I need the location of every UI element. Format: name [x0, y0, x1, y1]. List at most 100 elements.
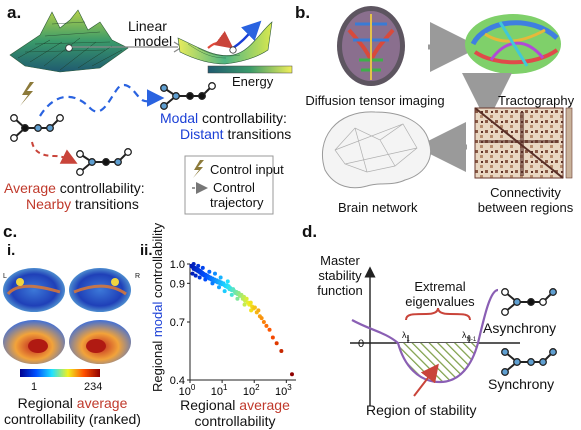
- network-icon-asynchrony: [501, 288, 557, 316]
- synchrony-label: Synchrony: [488, 376, 555, 392]
- network-icon-average: [76, 148, 132, 176]
- rank-colorbar: [20, 369, 100, 377]
- panel-label-c: c.: [3, 222, 18, 241]
- scatter-xlabel-line-1: Regional average: [170, 398, 300, 412]
- connectivity-label-1: Connectivity: [490, 185, 561, 200]
- scatter-point: [207, 269, 212, 274]
- lambda-n-sub: N-1: [466, 336, 477, 343]
- medial-brain-left: [3, 320, 65, 364]
- scatter-point: [252, 305, 257, 310]
- msf-curve: [351, 288, 499, 384]
- scatter-point: [222, 289, 227, 294]
- brain-network-image: [321, 111, 431, 189]
- ylabel-modal: modal: [150, 301, 165, 338]
- x-tick-label: 103: [275, 383, 292, 396]
- colorbar-min-label: 1: [31, 381, 38, 393]
- panel-b-graphic: [321, 6, 573, 189]
- lambda-1-label: λ1: [402, 328, 410, 347]
- network-icon-synchrony: [501, 348, 557, 376]
- scatter-point: [191, 262, 196, 266]
- extremal-label-2: eigenvalues: [405, 294, 475, 309]
- lambda-n-label: λN-1: [462, 328, 476, 347]
- nearby-rest: transitions: [71, 196, 139, 212]
- modal-rest: controllability:: [198, 110, 287, 126]
- scatter-point: [289, 372, 294, 377]
- scatter-plot: 1.00.90.70.4 100 101 102 103: [170, 259, 296, 396]
- panel-label-c-i: i.: [7, 242, 16, 259]
- legend-bolt-icon: [193, 160, 204, 178]
- legend-trajectory-line-1: Control: [213, 180, 255, 195]
- ylabel-pre: Regional: [150, 337, 165, 392]
- scatter-point: [200, 265, 205, 270]
- xlabel-pre: Regional: [180, 397, 240, 413]
- scatter-point: [244, 296, 249, 301]
- y-tick-label: 1.0: [170, 259, 185, 271]
- tractography-label: Tractography: [498, 93, 575, 108]
- linear-model-label-1: Linear: [128, 18, 167, 34]
- scatter-point: [270, 335, 275, 340]
- modal-caption-line-1: Modal controllability:: [160, 110, 287, 126]
- lambda-n-symbol: λ: [462, 330, 467, 340]
- average-caption-line-1: Average controllability:: [4, 180, 145, 196]
- scatter-point: [248, 300, 253, 305]
- legend-trajectory-line-2: trajectory: [210, 195, 264, 210]
- scatter-point: [264, 323, 269, 328]
- energy-landscape-surface: [9, 9, 129, 73]
- scatter-point: [216, 285, 221, 290]
- modal-word: Modal: [160, 110, 199, 126]
- energy-bowl-surface: [177, 20, 273, 65]
- scatter-point: [197, 275, 202, 280]
- scatter-point: [279, 349, 284, 353]
- panel-a-graphic: [9, 9, 293, 215]
- energy-label: Energy: [232, 74, 274, 89]
- brain-network-label: Brain network: [338, 200, 418, 215]
- average-word: Average: [4, 180, 56, 196]
- y-tick-label: 0.9: [170, 278, 185, 290]
- scatter-point: [218, 275, 223, 280]
- scatter-point: [261, 320, 266, 324]
- panel-label-d: d.: [302, 222, 318, 241]
- xlabel-average: average: [239, 397, 290, 413]
- network-icon-modal: [160, 82, 216, 110]
- c-i-caption-average: average: [76, 395, 128, 411]
- eigenvalue-brace: [405, 307, 471, 321]
- msf-ylabel-line-1: Master: [320, 253, 360, 268]
- dti-label: Diffusion tensor imaging: [305, 93, 445, 108]
- scatter-point: [193, 273, 198, 278]
- x-tick-label: 102: [243, 383, 260, 396]
- lambda-1-symbol: λ: [402, 330, 407, 340]
- scatter-point: [190, 271, 195, 276]
- modal-caption-line-2: Distant transitions: [180, 126, 291, 142]
- msf-ylabel-line-3: function: [317, 283, 363, 298]
- scatter-point: [225, 279, 230, 284]
- colorbar-max-label: 234: [84, 381, 103, 393]
- scatter-point: [196, 263, 201, 268]
- legend-control-input: Control input: [210, 162, 284, 177]
- distant-rest: transitions: [223, 126, 292, 142]
- extremal-label-1: Extremal: [414, 279, 466, 294]
- average-trajectory-arrow: [31, 141, 78, 164]
- ylabel-post: controllability: [150, 222, 165, 302]
- medial-brain-right: [69, 320, 131, 364]
- dti-brain-image: [337, 6, 405, 86]
- panel-d-graphic: [350, 266, 557, 406]
- c-i-caption-line-2: controllability (ranked): [4, 411, 141, 427]
- region-of-stability-label: Region of stability: [366, 402, 477, 418]
- panel-label-b: b.: [295, 3, 311, 22]
- region-arrow: [413, 363, 439, 397]
- connectivity-matrix: [474, 107, 564, 179]
- linear-model-label-2: model: [134, 33, 173, 49]
- asynchrony-label: Asynchrony: [483, 320, 557, 336]
- stability-region: [398, 343, 478, 382]
- scatter-point: [212, 271, 217, 276]
- nearby-word: Nearby: [26, 196, 72, 212]
- scatter-point: [235, 296, 240, 301]
- c-i-caption-pre: Regional: [17, 395, 77, 411]
- scatter-ylabel: Regional modal controllability: [150, 223, 165, 392]
- energy-colorbar: [207, 65, 293, 74]
- scatter-point: [229, 292, 234, 297]
- scatter-point: [274, 341, 279, 346]
- lateral-brain-right: [69, 268, 131, 312]
- tractography-image: [465, 14, 561, 74]
- connectivity-label-2: between regions: [477, 200, 574, 215]
